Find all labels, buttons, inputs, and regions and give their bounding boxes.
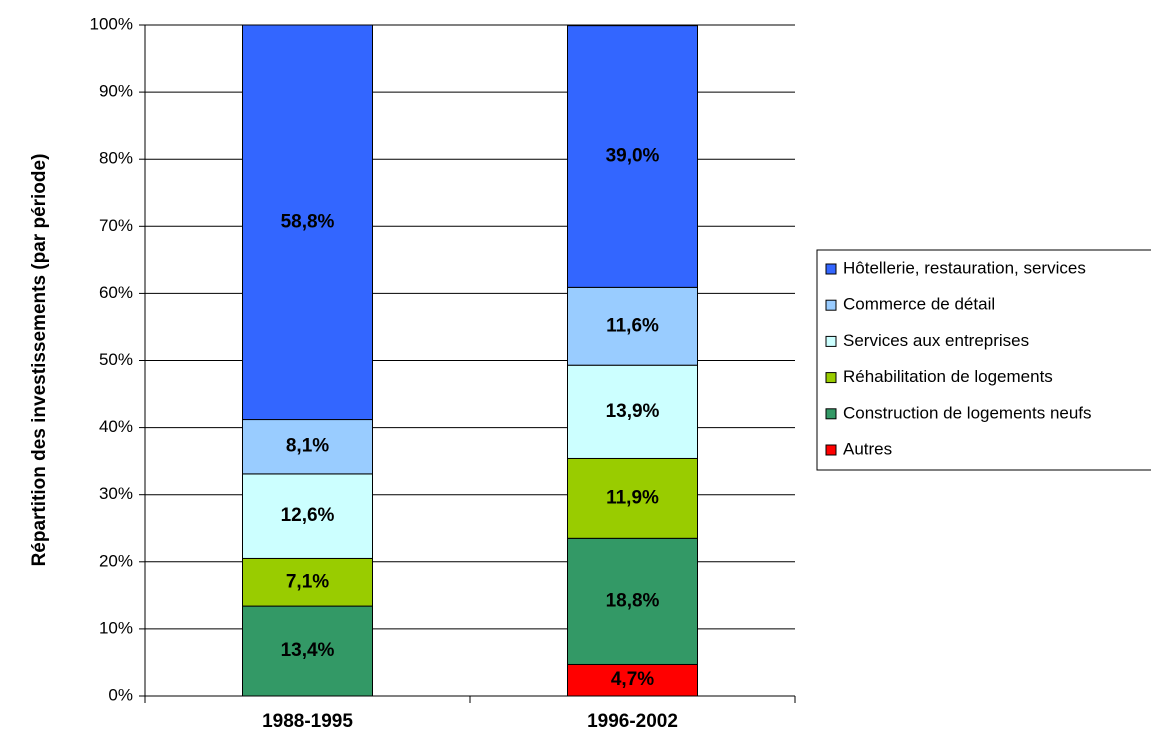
y-axis-title: Répartition des investissements (par pér… bbox=[29, 154, 50, 567]
bar-segment bbox=[567, 364, 698, 459]
x-tick-label: 1996-2002 bbox=[587, 711, 678, 732]
x-tick-label: 1988-1995 bbox=[262, 711, 353, 732]
y-tick-label: 100% bbox=[90, 14, 133, 33]
bar-segment bbox=[242, 605, 373, 697]
legend-swatch bbox=[825, 444, 837, 456]
y-tick-label: 10% bbox=[99, 618, 133, 637]
y-tick-label: 70% bbox=[99, 216, 133, 235]
legend-label: Réhabilitation de logements bbox=[843, 367, 1053, 386]
y-tick-label: 90% bbox=[99, 82, 133, 101]
legend-label: Commerce de détail bbox=[843, 295, 995, 314]
data-label: 7,1% bbox=[286, 571, 329, 592]
legend-label: Services aux entreprises bbox=[843, 331, 1029, 350]
legend-swatch bbox=[825, 335, 837, 347]
data-label: 11,6% bbox=[606, 315, 659, 336]
bar-segment bbox=[242, 473, 373, 559]
bar-segment bbox=[567, 537, 698, 665]
bar-segment bbox=[567, 663, 698, 697]
y-tick-label: 60% bbox=[99, 283, 133, 302]
legend-swatch bbox=[825, 263, 837, 275]
legend-swatch bbox=[825, 299, 837, 311]
data-label: 12,6% bbox=[281, 505, 335, 526]
data-label: 13,4% bbox=[281, 640, 335, 661]
y-tick-label: 50% bbox=[99, 350, 133, 369]
legend-label: Construction de logements neufs bbox=[843, 403, 1092, 422]
legend-swatch bbox=[825, 372, 837, 384]
legend-swatch bbox=[825, 408, 837, 420]
data-label: 4,7% bbox=[611, 669, 654, 690]
bar-segment bbox=[567, 286, 698, 366]
y-tick-label: 0% bbox=[108, 685, 133, 704]
y-tick-label: 40% bbox=[99, 417, 133, 436]
data-label: 18,8% bbox=[606, 590, 660, 611]
legend-label: Autres bbox=[843, 439, 892, 458]
y-tick-label: 80% bbox=[99, 149, 133, 168]
bar-segment bbox=[242, 419, 373, 475]
legend-box bbox=[816, 249, 1151, 471]
bar-segment bbox=[242, 557, 373, 607]
bar-segment bbox=[242, 24, 373, 421]
data-label: 58,8% bbox=[281, 211, 335, 232]
data-label: 39,0% bbox=[606, 146, 660, 167]
y-tick-label: 20% bbox=[99, 551, 133, 570]
data-label: 13,9% bbox=[606, 401, 660, 422]
data-label: 8,1% bbox=[286, 436, 329, 457]
bar-segment bbox=[567, 25, 698, 288]
y-tick-label: 30% bbox=[99, 484, 133, 503]
legend-label: Hôtellerie, restauration, services bbox=[843, 258, 1086, 277]
bar-segment bbox=[567, 457, 698, 539]
data-label: 11,9% bbox=[606, 487, 659, 508]
